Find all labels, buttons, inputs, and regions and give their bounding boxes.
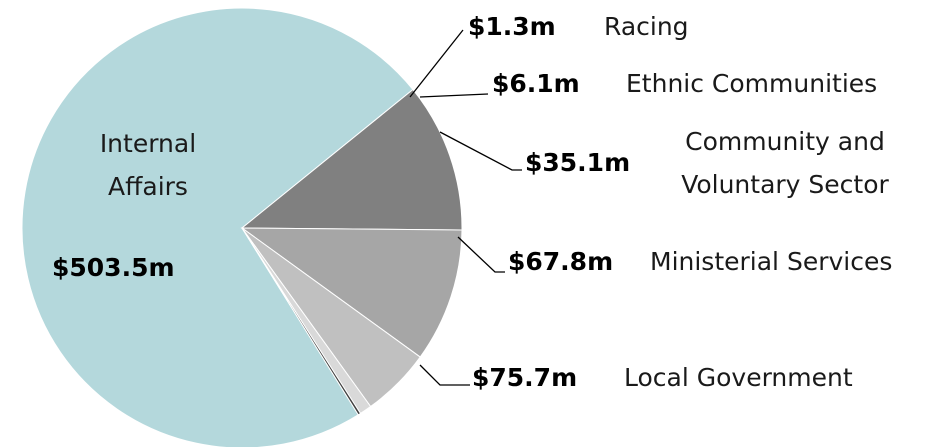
value-label: $67.8m — [508, 247, 614, 276]
leader-line — [439, 131, 522, 171]
pie-slice — [21, 7, 414, 447]
category-label: Local Government — [624, 363, 853, 392]
value-label: $35.1m — [525, 148, 631, 177]
category-label: Community and Voluntary Sector — [681, 127, 889, 199]
value-label: $75.7m — [472, 363, 578, 392]
category-label: Racing — [604, 12, 689, 41]
value-label: $503.5m — [52, 253, 175, 282]
value-label: $6.1m — [492, 69, 580, 98]
leader-line — [419, 93, 489, 98]
category-label: Internal Affairs — [99, 129, 197, 201]
pie-slice — [241, 227, 362, 416]
leader-line — [419, 364, 470, 386]
pie-slice — [240, 227, 463, 358]
leader-line — [409, 29, 464, 98]
leader-line — [457, 236, 505, 273]
value-label: $1.3m — [468, 12, 556, 41]
pie-slice — [240, 88, 463, 231]
category-label: Ministerial Services — [650, 247, 893, 276]
category-label: Ethnic Communities — [626, 69, 878, 98]
